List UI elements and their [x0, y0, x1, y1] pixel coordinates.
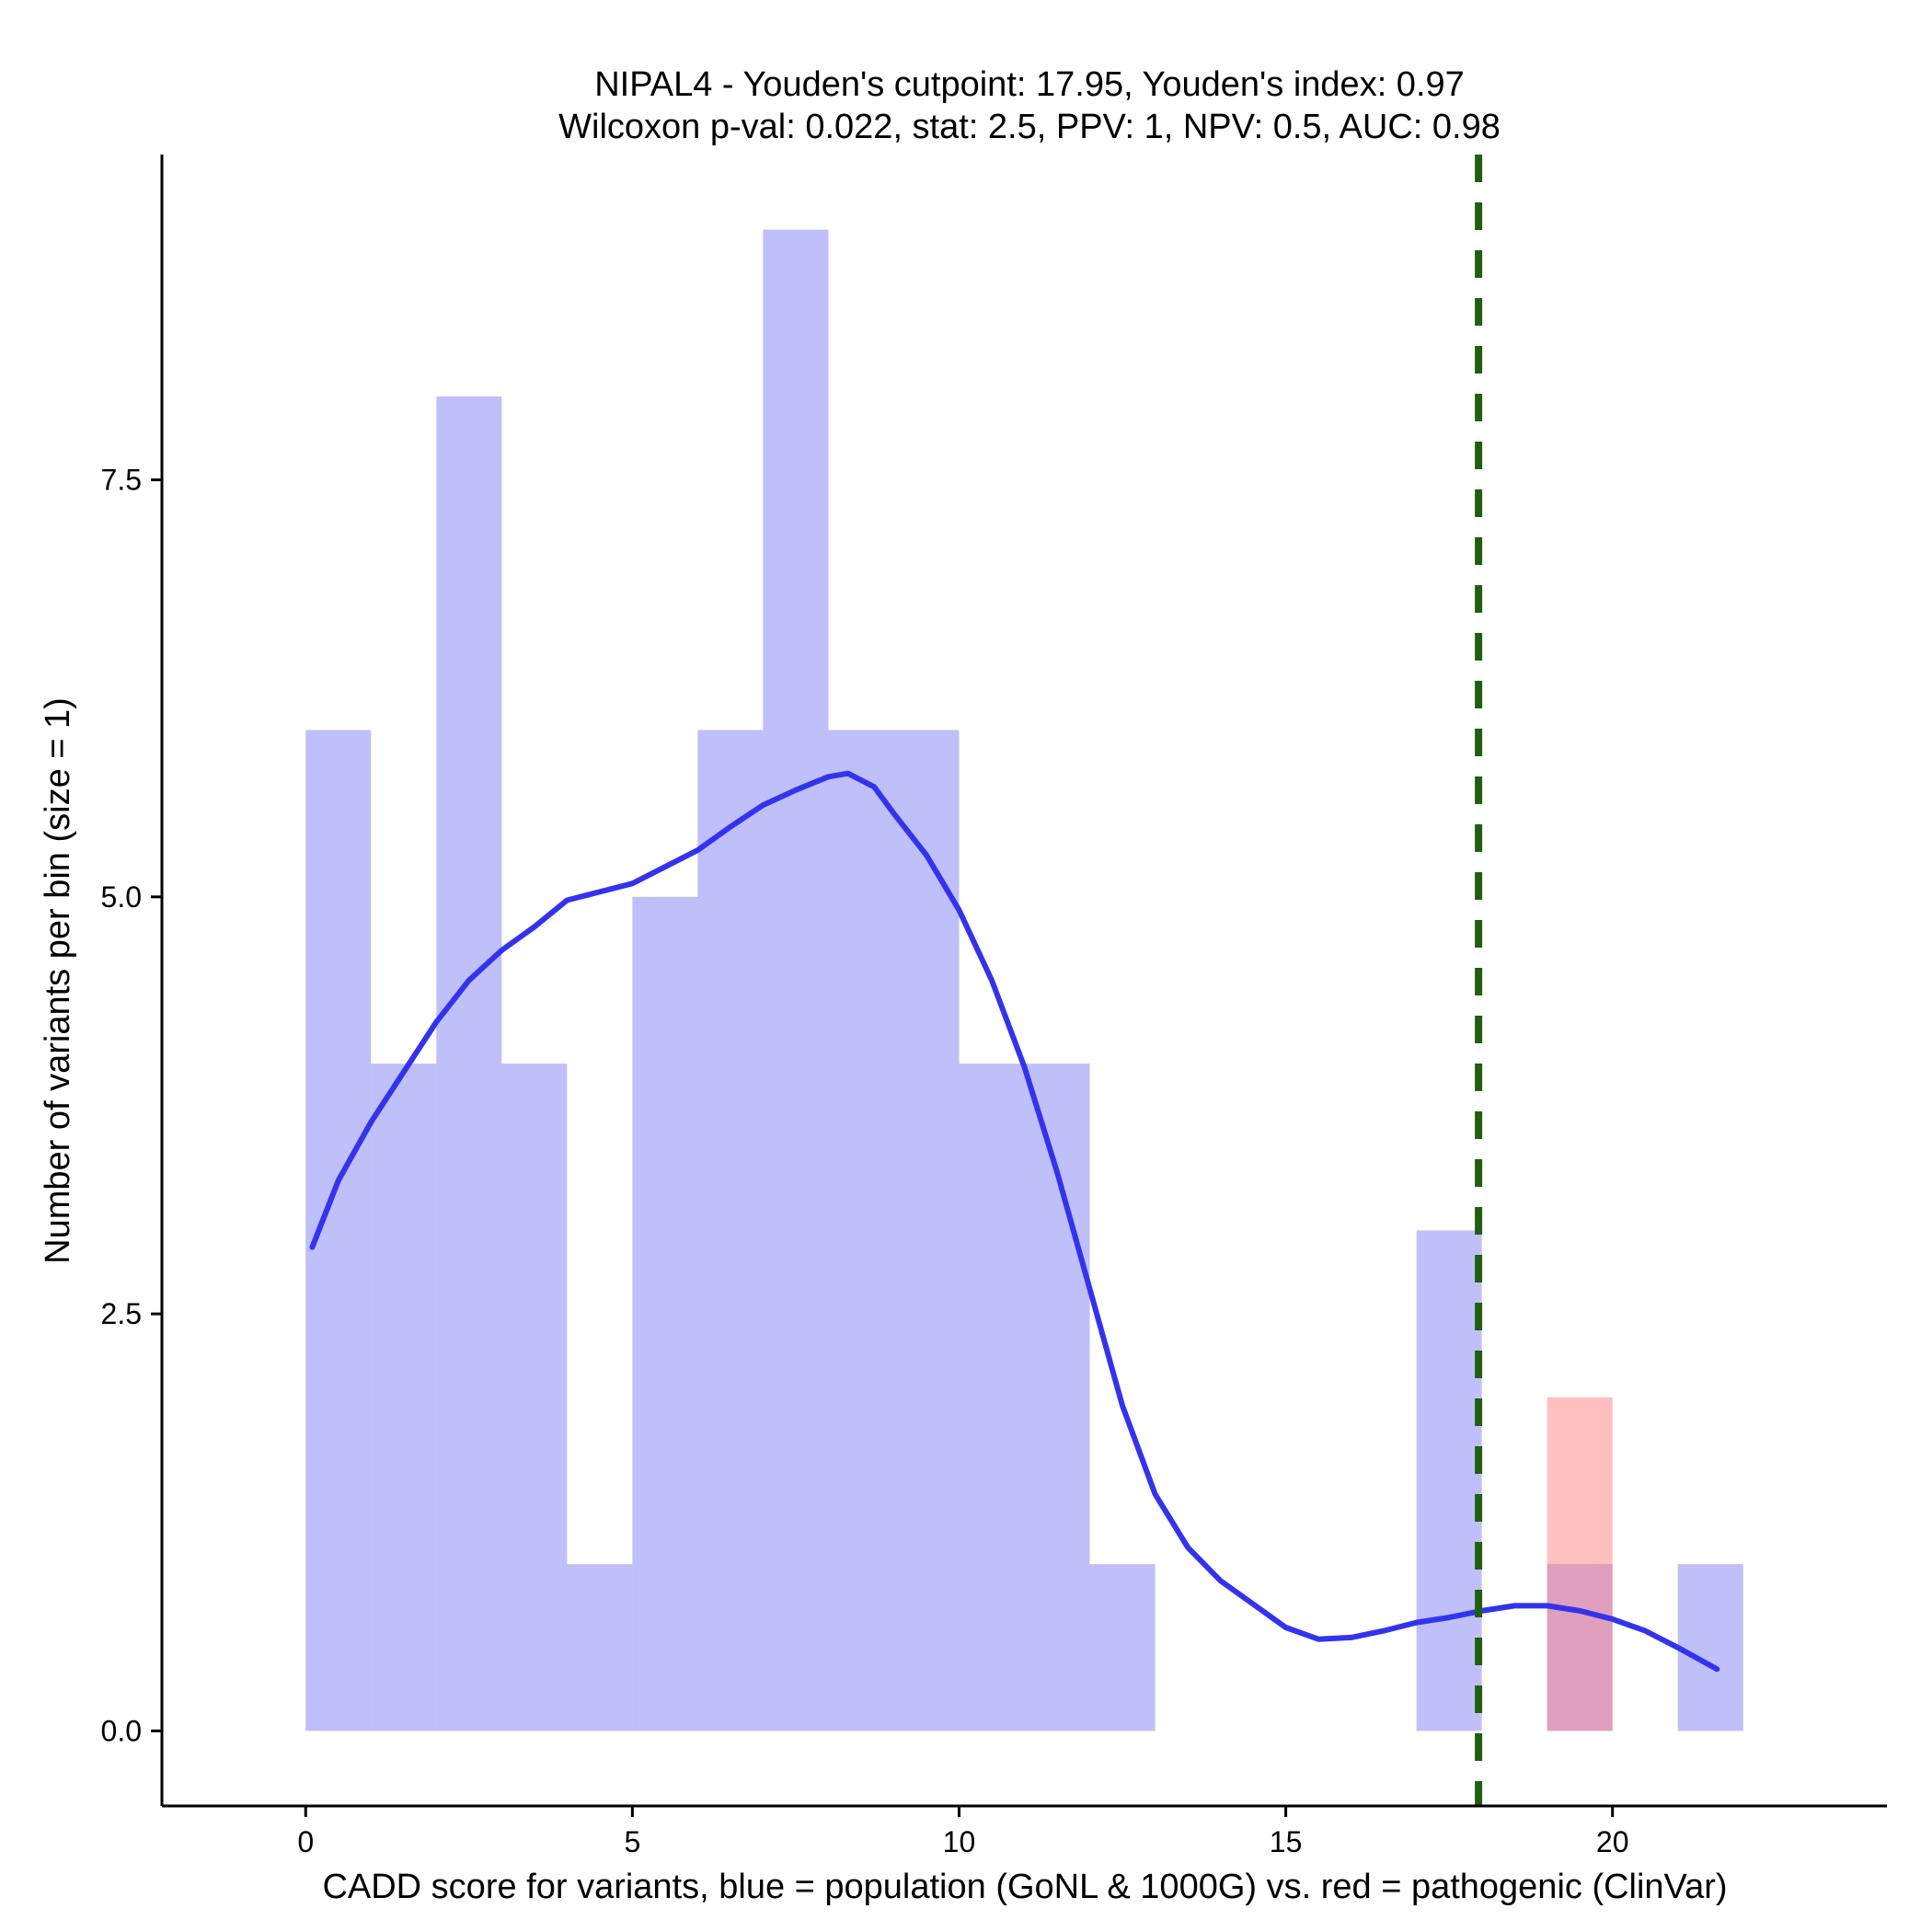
- y-axis-label: Number of variants per bin (size = 1): [39, 697, 77, 1264]
- bar-series0-bin10: [959, 1064, 1025, 1731]
- x-ticks: 0 5 10 15 20: [297, 1806, 1629, 1858]
- bar-series0-bin15: [1677, 1564, 1743, 1731]
- histogram-bars: [305, 229, 1743, 1731]
- y-tick-label: 7.5: [101, 464, 142, 497]
- bar-series0-bin2: [436, 396, 502, 1731]
- bar-series0-bin7: [763, 229, 829, 1731]
- bar-series0-bin6: [697, 730, 764, 1731]
- x-axis-label: CADD score for variants, blue = populati…: [322, 1868, 1727, 1906]
- chart-title-line1: NIPAL4 - Youden's cutpoint: 17.95, Youde…: [594, 65, 1465, 104]
- bar-series0-bin8: [828, 730, 894, 1731]
- x-tick-label: 15: [1270, 1825, 1303, 1858]
- bar-series0-bin1: [371, 1064, 437, 1731]
- x-tick-label: 20: [1596, 1825, 1629, 1858]
- y-ticks: 0.0 2.5 5.0 7.5: [101, 464, 162, 1747]
- bar-series0-bin5: [632, 896, 698, 1731]
- bar-series0-bin9: [893, 730, 960, 1731]
- axes: [160, 155, 1887, 1808]
- y-tick-label: 2.5: [101, 1297, 142, 1330]
- y-tick-label: 5.0: [101, 880, 142, 914]
- bar-series0-bin4: [567, 1564, 633, 1731]
- x-tick-label: 0: [297, 1825, 314, 1858]
- bar-series0-bin3: [501, 1064, 568, 1731]
- bar-series0-bin12: [1089, 1564, 1156, 1731]
- chart-title-line2: Wilcoxon p-val: 0.022, stat: 2.5, PPV: 1…: [558, 108, 1501, 146]
- y-tick-label: 0.0: [101, 1714, 142, 1747]
- x-tick-label: 10: [943, 1825, 976, 1858]
- x-tick-label: 5: [624, 1825, 640, 1858]
- bar-series0-bin0: [305, 730, 372, 1731]
- bar-series0-bin13: [1416, 1230, 1482, 1731]
- bar-series1-bin0: [1547, 1397, 1613, 1731]
- density-curve: [309, 770, 1720, 1673]
